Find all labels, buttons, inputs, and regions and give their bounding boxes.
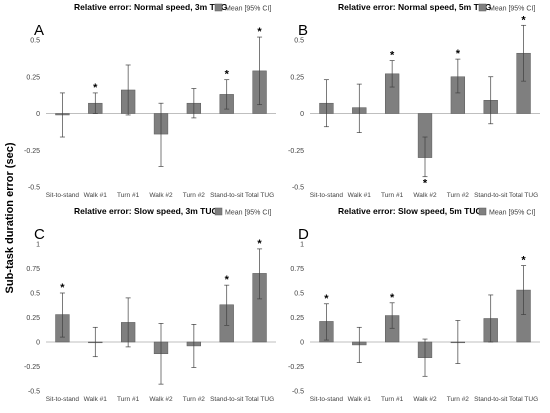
legend-swatch xyxy=(478,207,487,216)
legend-label: Mean [95% CI] xyxy=(225,6,271,13)
y-tick-label: -0.25 xyxy=(24,364,40,371)
y-tick-label: -0.25 xyxy=(24,148,40,155)
x-tick-label: Walk #2 xyxy=(413,396,437,403)
x-tick-label: Turn #1 xyxy=(117,192,140,199)
x-tick-label: Stand-to-sit xyxy=(210,396,243,403)
y-tick-label: 0.5 xyxy=(294,291,304,298)
panel-d: Relative error: Slow speed, 5m TUG Mean [… xyxy=(288,206,540,403)
x-tick-label: Walk #1 xyxy=(84,396,108,403)
y-tick-label: 1 xyxy=(300,242,304,249)
x-tick-label: Walk #2 xyxy=(413,192,437,199)
x-tick-label: Stand-to-sit xyxy=(210,192,243,199)
x-tick-label: Stand-to-sit xyxy=(474,396,507,403)
significance-asterisk: * xyxy=(257,26,262,38)
x-tick-label: Turn #2 xyxy=(447,192,470,199)
y-tick-label: 0.25 xyxy=(290,315,304,322)
x-tick-label: Turn #2 xyxy=(183,192,206,199)
y-tick-label: 0.75 xyxy=(290,266,304,273)
y-tick-label: 0 xyxy=(36,340,40,347)
y-tick-label: 0 xyxy=(300,340,304,347)
legend-label: Mean [95% CI] xyxy=(489,6,535,13)
x-tick-label: Turn #2 xyxy=(447,396,470,403)
x-tick-label: Turn #1 xyxy=(381,396,404,403)
chart-title: Relative error: Normal speed, 5m TUG xyxy=(338,2,492,12)
x-tick-label: Sit-to-stand xyxy=(46,396,80,403)
y-axis-label: Sub-task duration error (sec) xyxy=(4,142,16,293)
significance-asterisk: * xyxy=(93,82,98,94)
significance-asterisk: * xyxy=(521,14,526,26)
panel-letter: D xyxy=(298,226,309,243)
panel-letter: B xyxy=(298,22,308,39)
y-tick-label: -0.5 xyxy=(28,185,40,192)
legend-swatch xyxy=(478,3,487,12)
y-tick-label: -0.5 xyxy=(292,185,304,192)
x-tick-label: Stand-to-sit xyxy=(474,192,507,199)
x-tick-label: Walk #1 xyxy=(84,192,108,199)
significance-asterisk: * xyxy=(225,274,230,286)
legend-swatch xyxy=(214,207,223,216)
x-tick-label: Walk #2 xyxy=(149,192,173,199)
chart-title: Relative error: Slow speed, 3m TUG xyxy=(74,206,218,216)
y-tick-label: 0.5 xyxy=(30,291,40,298)
panel-letter: C xyxy=(34,226,45,243)
significance-asterisk: * xyxy=(456,48,461,60)
x-tick-label: Sit-to-stand xyxy=(310,396,344,403)
x-tick-label: Turn #1 xyxy=(381,192,404,199)
y-tick-label: 0.5 xyxy=(294,38,304,45)
significance-asterisk: * xyxy=(60,282,65,294)
x-tick-label: Turn #1 xyxy=(117,396,140,403)
significance-asterisk: * xyxy=(324,293,329,305)
x-tick-label: Total TUG xyxy=(245,396,274,403)
significance-asterisk: * xyxy=(521,255,526,267)
y-tick-label: 0 xyxy=(36,111,40,118)
y-tick-label: -0.25 xyxy=(288,148,304,155)
y-tick-label: 0.75 xyxy=(26,266,40,273)
y-tick-label: 1 xyxy=(36,242,40,249)
x-tick-label: Walk #2 xyxy=(149,396,173,403)
significance-asterisk: * xyxy=(390,50,395,62)
x-tick-label: Turn #2 xyxy=(183,396,206,403)
legend-label: Mean [95% CI] xyxy=(225,210,271,217)
x-tick-label: Sit-to-stand xyxy=(46,192,80,199)
x-tick-label: Walk #1 xyxy=(348,396,372,403)
panel-c: Relative error: Slow speed, 3m TUG Mean [… xyxy=(24,206,276,403)
y-tick-label: 0.5 xyxy=(30,38,40,45)
legend-swatch xyxy=(214,3,223,12)
x-tick-label: Total TUG xyxy=(509,396,538,403)
significance-asterisk: * xyxy=(225,69,230,81)
significance-asterisk: * xyxy=(423,178,428,190)
panel-a: Relative error: Normal speed, 3m TUGMean… xyxy=(24,2,276,199)
y-tick-label: -0.25 xyxy=(288,364,304,371)
legend-label: Mean [95% CI] xyxy=(489,210,535,217)
y-tick-label: 0.25 xyxy=(26,315,40,322)
y-tick-label: 0.25 xyxy=(290,74,304,81)
significance-asterisk: * xyxy=(257,238,262,250)
panel-letter: A xyxy=(34,22,44,39)
x-tick-label: Walk #1 xyxy=(348,192,372,199)
y-tick-label: 0 xyxy=(300,111,304,118)
chart-title: Relative error: Normal speed, 3m TUG xyxy=(74,2,228,12)
x-tick-label: Total TUG xyxy=(509,192,538,199)
y-tick-label: -0.5 xyxy=(292,389,304,396)
significance-asterisk: * xyxy=(390,292,395,304)
chart-title: Relative error: Slow speed, 5m TUG xyxy=(338,206,482,216)
x-tick-label: Sit-to-stand xyxy=(310,192,344,199)
panel-b: Relative error: Normal speed, 5m TUGMean… xyxy=(288,2,540,199)
y-tick-label: -0.5 xyxy=(28,389,40,396)
x-tick-label: Total TUG xyxy=(245,192,274,199)
y-tick-label: 0.25 xyxy=(26,74,40,81)
